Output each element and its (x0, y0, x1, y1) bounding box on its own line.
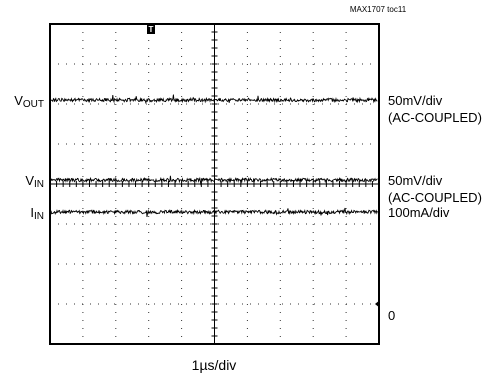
svg-text:T: T (149, 25, 154, 34)
channel-name-sub-1: IN (34, 179, 44, 190)
channel-name-sub-0: OUT (23, 99, 44, 110)
channel-scale-2: 100mA/div (388, 205, 450, 220)
trigger-marker-icon: T (147, 24, 155, 34)
channel-coupling-1: (AC-COUPLED) (388, 190, 482, 205)
x-axis-label: 1µs/div (192, 357, 237, 373)
scope-grid (50, 24, 379, 344)
traces (50, 94, 378, 217)
channel-scale-0: 50mV/div (388, 93, 443, 108)
channel-scale-1: 50mV/div (388, 173, 443, 188)
channel-labels: VOUT 50mV/div (AC-COUPLED) VIN 50mV/div (AC-C… (14, 93, 482, 323)
trace-0 (50, 94, 378, 104)
ground-label: 0 (388, 308, 395, 323)
channel-name-2: IIN (30, 205, 44, 222)
trace-2 (50, 207, 378, 217)
trace-1 (50, 175, 378, 186)
channel-name-0: VOUT (14, 93, 44, 110)
channel-coupling-0: (AC-COUPLED) (388, 110, 482, 125)
channel-name-1: VIN (25, 173, 44, 190)
channel-name-sub-2: IN (34, 211, 44, 222)
figure-id-label: MAX1707 toc11 (350, 5, 407, 14)
ground-marker-icon (375, 300, 380, 308)
plot-frame (49, 23, 380, 345)
